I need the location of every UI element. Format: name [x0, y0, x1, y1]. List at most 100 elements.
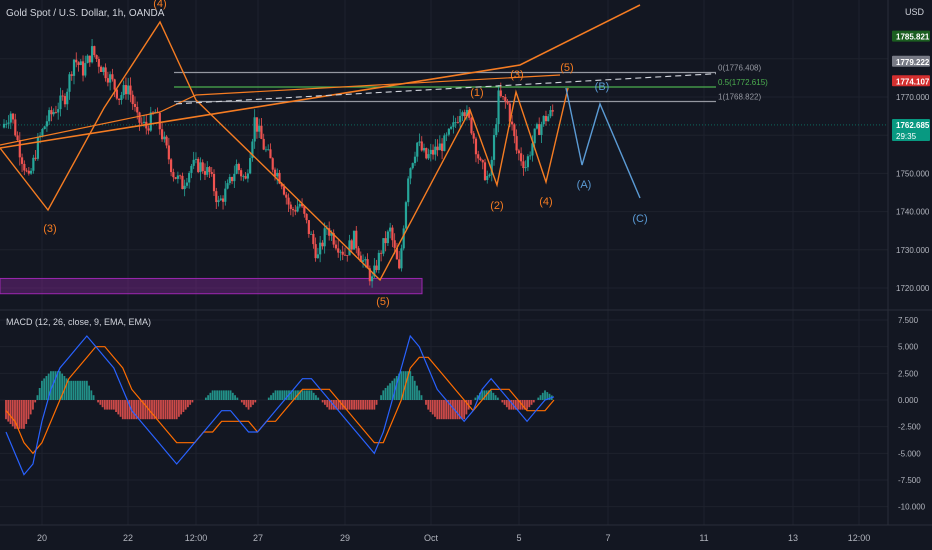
macd-histogram-bar	[366, 400, 369, 410]
candle-body	[183, 185, 186, 190]
candle-body	[36, 136, 39, 159]
macd-histogram-bar	[294, 390, 297, 400]
candle-body	[547, 116, 550, 122]
macd-histogram-bar	[308, 390, 311, 400]
macd-histogram-bar	[209, 392, 212, 400]
candle-body	[337, 248, 340, 253]
macd-histogram-bar	[85, 380, 88, 400]
fib-level-label: 0(1776.408)	[718, 64, 761, 73]
candle-body	[86, 55, 89, 64]
price-tick-label: 1720.000	[896, 284, 930, 293]
macd-histogram-bar	[429, 400, 432, 412]
macd-histogram-bar	[164, 400, 167, 420]
orange-trend-line[interactable]	[0, 4, 641, 149]
candle-body	[307, 220, 310, 235]
candle-body	[472, 133, 475, 139]
candle-body	[11, 113, 15, 120]
candle-body	[481, 160, 484, 163]
support-zone-box[interactable]	[0, 277, 423, 295]
dashed-projection-line[interactable]	[175, 73, 717, 105]
macd-axis[interactable]: 7.500 5.000 2.500 0.000 -2.500 -5.000 -7.500 -1…	[898, 316, 926, 512]
macd-histogram-bar	[402, 371, 405, 400]
candle-body	[9, 113, 12, 123]
macd-histogram-bar	[330, 400, 333, 410]
macd-histogram-bar	[386, 385, 389, 400]
macd-tick-label: 2.500	[898, 369, 919, 378]
candle-body	[373, 265, 376, 277]
macd-histogram-bar	[92, 395, 95, 400]
macd-histogram-bar	[276, 390, 279, 400]
macd-histogram-bar	[38, 388, 41, 400]
macd-histogram-bar	[528, 400, 531, 408]
macd-histogram-bar	[227, 390, 230, 400]
candle-body	[386, 231, 389, 244]
candle-body	[461, 112, 464, 116]
candle-body	[273, 169, 277, 177]
candle-body	[267, 149, 270, 151]
candle-body	[533, 128, 536, 144]
macd-histogram-bar	[326, 400, 329, 408]
macd-histogram-bar	[395, 376, 398, 400]
candle-body	[499, 90, 502, 97]
macd-histogram-bar	[81, 380, 84, 400]
candle-body	[359, 255, 362, 262]
macd-histogram-bar	[43, 378, 46, 400]
candle-body	[167, 145, 170, 160]
macd-histogram-bar	[106, 400, 108, 410]
candle-body	[506, 101, 509, 104]
candle-body	[203, 171, 207, 175]
macd-histogram-bar	[359, 400, 362, 410]
candle-body	[118, 98, 121, 100]
macd-histogram-bar	[368, 400, 371, 410]
time-axis[interactable]: 20 22 12:00 27 29 Oct 5 7 11 13 12:00	[37, 533, 870, 543]
time-tick-label: Oct	[424, 533, 439, 543]
candle-body	[404, 202, 408, 229]
macd-histogram-bar	[350, 400, 353, 410]
wave-label: (4)	[153, 0, 166, 10]
macd-histogram-bar	[110, 400, 113, 410]
candle-body	[59, 95, 62, 110]
macd-histogram-bar	[65, 378, 68, 400]
candle-body	[194, 158, 198, 160]
macd-histogram-bar	[243, 400, 245, 405]
candle-body	[210, 172, 213, 174]
candle-body	[289, 204, 292, 209]
candle-body	[172, 172, 175, 178]
candle-body	[474, 138, 478, 155]
macd-histogram-bar	[436, 400, 439, 420]
candle-body	[176, 175, 179, 179]
candle-body	[77, 62, 80, 66]
candle-body	[54, 112, 58, 113]
signal-line[interactable]	[5, 346, 555, 455]
macd-histogram-bar	[519, 400, 522, 410]
blue-abc-projection[interactable]	[565, 87, 641, 199]
wave-label: (3)	[510, 69, 523, 81]
candle-body	[375, 265, 378, 271]
elliott-wave-labels: (4) (3) (5) (1) (2) (3) (4) (5) (A) (B) (C)	[43, 0, 647, 308]
macd-histogram-bar	[142, 400, 144, 420]
candle-body	[113, 79, 116, 90]
candle-body	[192, 159, 195, 166]
candle-body	[57, 109, 60, 113]
macd-histogram-bar	[541, 392, 544, 400]
candle-body	[285, 194, 288, 198]
macd-histogram-bar	[398, 373, 400, 400]
macd-histogram-bar	[474, 397, 477, 400]
macd-histogram-bar	[481, 390, 484, 400]
candle-body	[389, 227, 392, 232]
candle-body	[427, 154, 430, 159]
candle-body	[181, 175, 184, 190]
price-axis[interactable]: 1780.0001770.0001760.0001750.0001740.000…	[892, 30, 930, 293]
candle-body	[106, 78, 109, 83]
candle-body	[343, 254, 347, 256]
macd-line[interactable]	[5, 334, 555, 476]
candle-body	[513, 124, 516, 137]
macd-histogram-bar	[27, 400, 30, 420]
wave-label: (4)	[539, 196, 552, 208]
currency-label: USD	[905, 7, 925, 17]
candle-body	[208, 167, 211, 173]
macd-histogram-bar	[204, 397, 207, 400]
macd-histogram-bar	[178, 400, 180, 417]
macd-histogram-bar	[449, 400, 452, 420]
